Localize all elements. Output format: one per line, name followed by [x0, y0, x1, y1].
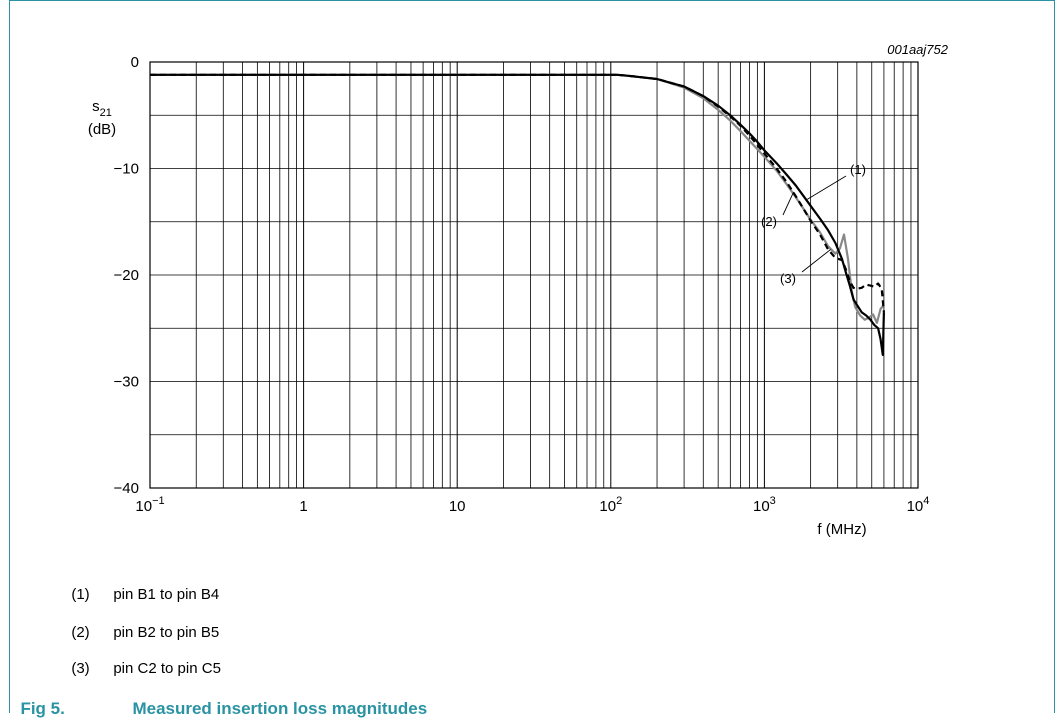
x-tick-label: 104 [907, 495, 930, 515]
plot-border [149, 61, 919, 489]
x-tick-labels: 10−1 1 10 102 103 104 [135, 495, 929, 515]
x-tick-label: 10 [449, 498, 466, 515]
y-axis-label: s21 [92, 98, 112, 119]
callout-label-2: (2) [761, 214, 777, 229]
series-line-1 [150, 73, 885, 356]
legend-text: pin C2 to pin C5 [113, 660, 221, 677]
callout-leader-1 [806, 175, 847, 200]
y-tick-label: 0 [131, 54, 139, 71]
y-tick-label: −40 [114, 480, 139, 497]
callout-leader-3 [801, 249, 831, 273]
y-tick-labels: 0 −10 −20 −30 −40 [114, 54, 139, 497]
y-tick-label: −20 [114, 267, 139, 284]
series-line-3 [150, 73, 885, 313]
legend-num: (2) [71, 624, 90, 641]
x-tick-label: 1 [299, 498, 307, 515]
x-axis-label: f (MHz) [817, 521, 866, 538]
series-line-2 [150, 73, 885, 324]
callout-label-3: (3) [780, 271, 796, 286]
y-axis-unit: (dB) [88, 121, 116, 138]
legend-item-1: (1) pin B1 to pin B4 [63, 569, 219, 603]
legend-text: pin B1 to pin B4 [113, 586, 220, 603]
caption-title: Measured insertion loss magnitudes [132, 699, 428, 718]
x-tick-label: 103 [753, 495, 776, 515]
callout-leader-2 [782, 191, 795, 216]
x-tick-label: 10−1 [135, 495, 164, 515]
chart-grid [149, 61, 919, 489]
y-tick-label: −30 [114, 374, 139, 391]
series-lines [150, 73, 885, 356]
figure-caption: Fig 5. Measured insertion loss magnitudes [11, 679, 427, 719]
legend-item-3: (3) pin C2 to pin C5 [63, 643, 221, 677]
figure-frame [9, 0, 1055, 713]
legend-num: (1) [71, 586, 90, 603]
figure-id: 001aaj752 [887, 42, 948, 57]
caption-number: Fig 5. [20, 699, 65, 718]
y-axis-label-main: s [92, 98, 100, 115]
legend-num: (3) [71, 660, 90, 677]
legend-text: pin B2 to pin B5 [113, 624, 220, 641]
y-axis-label-sub: 21 [100, 107, 112, 119]
x-tick-label: 102 [599, 495, 622, 515]
legend-item-2: (2) pin B2 to pin B5 [63, 607, 219, 641]
series-callouts: (1) (2) (3) [761, 162, 866, 286]
y-tick-label: −10 [114, 161, 139, 178]
callout-label-1: (1) [850, 162, 866, 177]
